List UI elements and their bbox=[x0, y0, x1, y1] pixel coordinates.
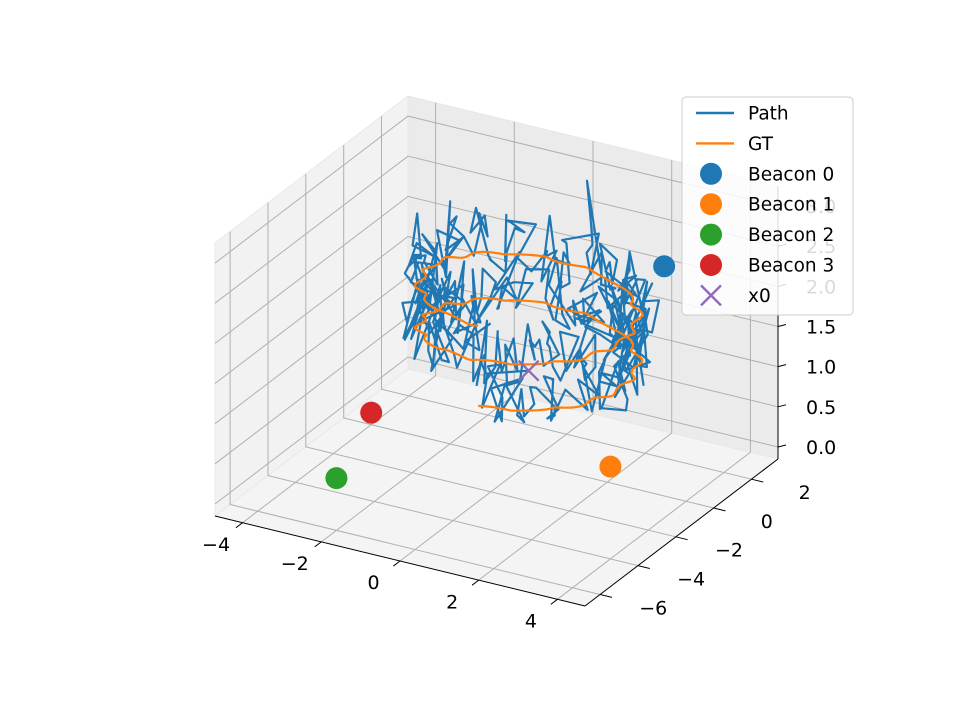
legend-circle-swatch bbox=[700, 254, 722, 276]
grid-lines bbox=[214, 102, 779, 600]
y-tick-mark bbox=[751, 478, 764, 483]
x-gridline bbox=[478, 160, 673, 581]
z-tick-label: 0.0 bbox=[806, 437, 836, 459]
beacon-marker bbox=[599, 455, 622, 478]
y-tick-mark bbox=[713, 507, 726, 512]
z-tick-mark bbox=[777, 404, 787, 408]
x-tick-label: 2 bbox=[446, 591, 458, 613]
path-series-line bbox=[401, 179, 661, 424]
legend-label: Beacon 1 bbox=[748, 195, 834, 216]
y-gridline bbox=[343, 145, 714, 509]
y-gridline bbox=[267, 202, 639, 567]
y-tick-mark bbox=[600, 593, 613, 598]
z-tick-mark bbox=[777, 324, 787, 327]
legend-circle-swatch bbox=[700, 223, 722, 246]
x-tick-label: −2 bbox=[281, 553, 309, 575]
legend-label: Beacon 0 bbox=[748, 164, 834, 185]
y-tick-label: −4 bbox=[677, 569, 705, 591]
data-series bbox=[325, 179, 676, 490]
y-tick-label: −2 bbox=[715, 540, 743, 562]
legend-label: Beacon 2 bbox=[748, 225, 834, 246]
legend-label: GT bbox=[748, 134, 774, 155]
x-tick-mark bbox=[550, 598, 558, 605]
legend-label: Path bbox=[748, 104, 789, 125]
z-gridline bbox=[214, 115, 779, 264]
z-gridline bbox=[214, 195, 779, 344]
legend-label: Beacon 3 bbox=[748, 256, 834, 277]
beacon-marker bbox=[325, 467, 348, 490]
x-tick-label: 0 bbox=[367, 572, 379, 594]
x-tick-label: −4 bbox=[202, 534, 230, 556]
x-tick-label: 4 bbox=[525, 610, 537, 632]
z-gridline bbox=[214, 155, 779, 304]
z-tick-mark bbox=[777, 364, 787, 368]
y-axis-line bbox=[584, 458, 779, 607]
y-tick-mark bbox=[637, 565, 650, 570]
legend-circle-swatch bbox=[700, 162, 722, 185]
legend-label: x0 bbox=[748, 286, 771, 307]
z-gridline bbox=[214, 235, 779, 384]
z-gridline bbox=[214, 356, 779, 505]
y-tick-mark bbox=[675, 536, 688, 541]
y-tick-label: 0 bbox=[761, 511, 773, 533]
beacon-marker bbox=[653, 255, 676, 278]
x-tick-mark bbox=[235, 522, 243, 529]
x-gridline bbox=[320, 121, 515, 543]
y-gridline bbox=[305, 173, 676, 538]
gt-series-line bbox=[413, 250, 644, 412]
x0-marker bbox=[517, 359, 540, 382]
x-gridline bbox=[242, 102, 437, 524]
x-tick-mark bbox=[471, 579, 480, 586]
z-tick-mark bbox=[777, 444, 787, 448]
legend-frame bbox=[681, 96, 854, 316]
x-gridline bbox=[399, 141, 594, 562]
x-tick-mark bbox=[314, 541, 322, 548]
legend-x-swatch bbox=[700, 284, 722, 307]
z-tick-label: 1.0 bbox=[806, 357, 836, 379]
beacon-marker bbox=[360, 401, 383, 424]
y-gridline bbox=[229, 231, 601, 595]
y-tick-label: 2 bbox=[799, 482, 811, 504]
z-tick-label: 1.5 bbox=[806, 317, 836, 339]
legend-circle-swatch bbox=[700, 193, 722, 216]
y-tick-label: −6 bbox=[639, 597, 667, 619]
legend: Path GT Beacon 0 Beacon 1 Beacon 2 Beacon 3 x0 bbox=[681, 96, 854, 316]
y-gridline bbox=[381, 116, 752, 480]
z-tick-label: 0.5 bbox=[806, 397, 836, 419]
x-tick-mark bbox=[393, 560, 401, 567]
